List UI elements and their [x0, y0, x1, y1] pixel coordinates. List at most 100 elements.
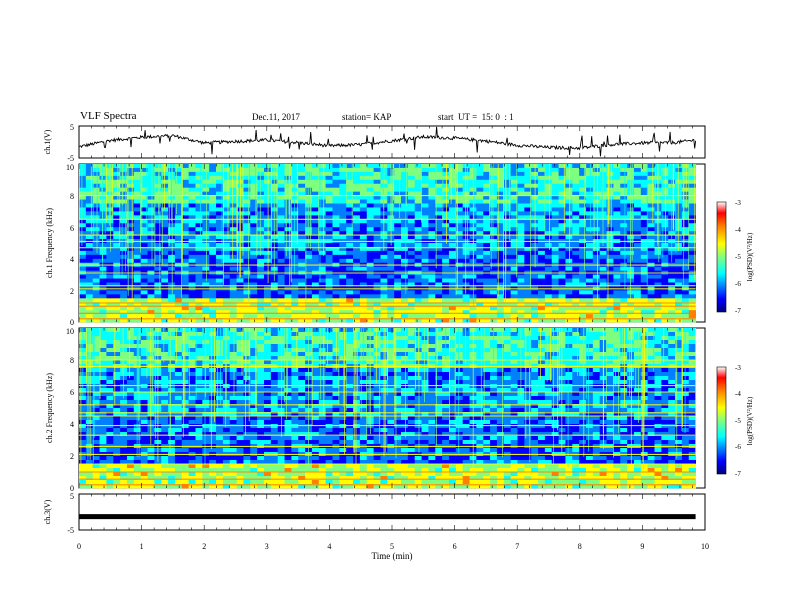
ch2-spectrogram-cell: [572, 336, 580, 341]
ch1-spectrogram-cell: [202, 183, 210, 189]
ch1-spectrogram-cell: [120, 278, 128, 283]
ch1-spectrogram-cell: [346, 215, 354, 220]
ch1-spectrogram-cell: [291, 195, 299, 200]
ch1-spectrogram-cell: [298, 219, 306, 224]
ch1-spectrogram-cell: [277, 246, 285, 252]
ch1-spectrogram-cell: [613, 282, 621, 287]
ch1-spectrogram-cell: [585, 187, 594, 193]
ch1-spectrogram-cell: [592, 294, 601, 299]
ch1-spectrogram-cell: [113, 187, 121, 193]
ch1-spectrogram-cell: [572, 164, 580, 169]
ch2-spectrogram-cell: [421, 328, 429, 333]
ch1-spectrogram-cell: [401, 250, 409, 256]
ch2-spectrogram-cell: [510, 356, 518, 361]
ch1-spectrogram-cell: [113, 223, 121, 228]
ch1-spectrogram-cell: [85, 164, 94, 169]
ch1-spectrogram-cell: [647, 246, 655, 252]
ch1-spectrogram-cell: [490, 298, 498, 303]
ch1-spectrogram-cell: [126, 231, 135, 236]
ch1-spectrogram-cell: [401, 187, 409, 193]
ch1-spectrogram-cell: [407, 183, 416, 189]
ch1-spectrogram-cell: [661, 290, 669, 295]
ch2-spectrogram-cell: [332, 380, 340, 385]
ch1-spectrogram-cell: [435, 302, 443, 307]
ch1-spectrogram-cell: [140, 278, 148, 283]
ch1-spectrogram-cell: [291, 314, 299, 319]
ch1-spectrogram-cell: [661, 183, 669, 189]
ch1-spectrogram-cell: [435, 306, 443, 311]
ch1-spectrogram-cell: [263, 191, 272, 196]
ch1-spectrogram-cell: [448, 235, 457, 240]
ch1-spectrogram-cell: [325, 243, 333, 248]
ch1-spectrogram-cell: [490, 254, 498, 260]
ch1-spectrogram-cell: [202, 175, 210, 181]
ch2-spectrogram-cell: [250, 340, 258, 345]
ch2-spectrogram-cell: [483, 336, 491, 341]
ch1-spectrogram-cell: [270, 294, 279, 299]
ch1-spectrogram-cell: [490, 199, 498, 204]
ch1-spectrogram-cell: [133, 254, 142, 260]
ch1-spectrogram-cell: [620, 167, 628, 173]
ch1-spectrogram-cell: [462, 179, 470, 185]
ch1-spectrogram-cell: [551, 215, 559, 220]
ch1-spectrogram-cell: [620, 179, 628, 185]
ch1-spectrogram-cell: [373, 314, 381, 319]
ch1-spectrogram-cell: [216, 199, 224, 204]
ch1-spectrogram-cell: [675, 298, 683, 303]
ch2-spectrogram-cell: [99, 348, 107, 353]
ch1-spectrogram-cell: [154, 175, 162, 181]
ch1-spectrogram-cell: [524, 278, 532, 283]
ch1-spectrogram-cell: [435, 310, 443, 315]
ch1-waveform-line: [78, 126, 697, 157]
ch2-spectrogram-cell: [613, 344, 621, 349]
ch1-spectrogram-cell: [339, 211, 347, 216]
ch1-spectrogram-cell: [332, 290, 340, 295]
ch1-spectrogram-cell: [147, 243, 155, 248]
ch1-spectrogram-cell: [305, 223, 313, 228]
ch2-spectrogram-cell: [161, 328, 169, 333]
ch1-spectrogram-cell: [216, 183, 224, 189]
ch1-spectrogram-cell: [380, 258, 388, 264]
ch2-spectrogram-cell: [174, 360, 183, 365]
ch2-spectrogram-cell: [188, 352, 196, 357]
ch1-spectrogram-cell: [613, 223, 621, 228]
ch1-spectrogram-cell: [558, 187, 566, 193]
ch1-spectrogram-cell: [243, 243, 251, 248]
ch1-spectrogram-cell: [79, 310, 87, 315]
ch1-spectrogram-cell: [538, 211, 546, 216]
ch1-spectrogram-cell: [339, 274, 347, 279]
ch1-spectrogram-cell: [551, 298, 559, 303]
ch1-spectrogram-cell: [257, 219, 265, 224]
ch2-spectrogram-cell: [387, 368, 395, 373]
ch2-spectrogram-cell: [373, 328, 381, 333]
ch1-spectrogram-cell: [257, 179, 265, 185]
ch2-spectrogram-cell: [476, 372, 484, 377]
ch1-spectrogram-cell: [476, 203, 484, 208]
ch1-spectrogram-cell: [483, 164, 491, 169]
ch1-spectrogram-cell: [592, 314, 601, 319]
ch1-spectrogram-cell: [366, 298, 374, 303]
ch1-spectrogram-cell: [592, 235, 601, 240]
ch1-spectrogram-cell: [538, 290, 546, 295]
ch1-spectrogram-cell: [85, 250, 94, 256]
ch1-spectrogram-cell: [222, 203, 231, 208]
ch2-spectrogram-cell: [681, 328, 690, 333]
ch1-spectrogram-cell: [469, 302, 477, 307]
ch1-spectrogram-cell: [174, 215, 183, 220]
ch1-spectrogram-cell: [688, 175, 697, 181]
ch1-spectrogram-cell: [243, 298, 251, 303]
ch1-spectrogram-cell: [174, 231, 183, 236]
ch1-spectrogram-cell: [613, 266, 621, 272]
ch1-spectrogram-cell: [421, 254, 429, 260]
ch2-spectrogram-cell: [311, 340, 320, 345]
ch1-spectrogram-cell: [558, 211, 566, 216]
ch2-spectrogram-cell: [510, 340, 518, 345]
ch2-spectrogram-cell: [414, 380, 422, 385]
ch1-spectrogram-cell: [524, 223, 532, 228]
ch1-spectrogram-cell: [654, 227, 662, 232]
ch1-spectrogram-cell: [579, 250, 587, 256]
ch1-spectrogram-cell: [633, 195, 642, 200]
ch1-spectrogram-cell: [174, 294, 183, 299]
ch1-spectrogram-cell: [284, 258, 292, 264]
ch1-spectrogram-cell: [414, 191, 422, 196]
